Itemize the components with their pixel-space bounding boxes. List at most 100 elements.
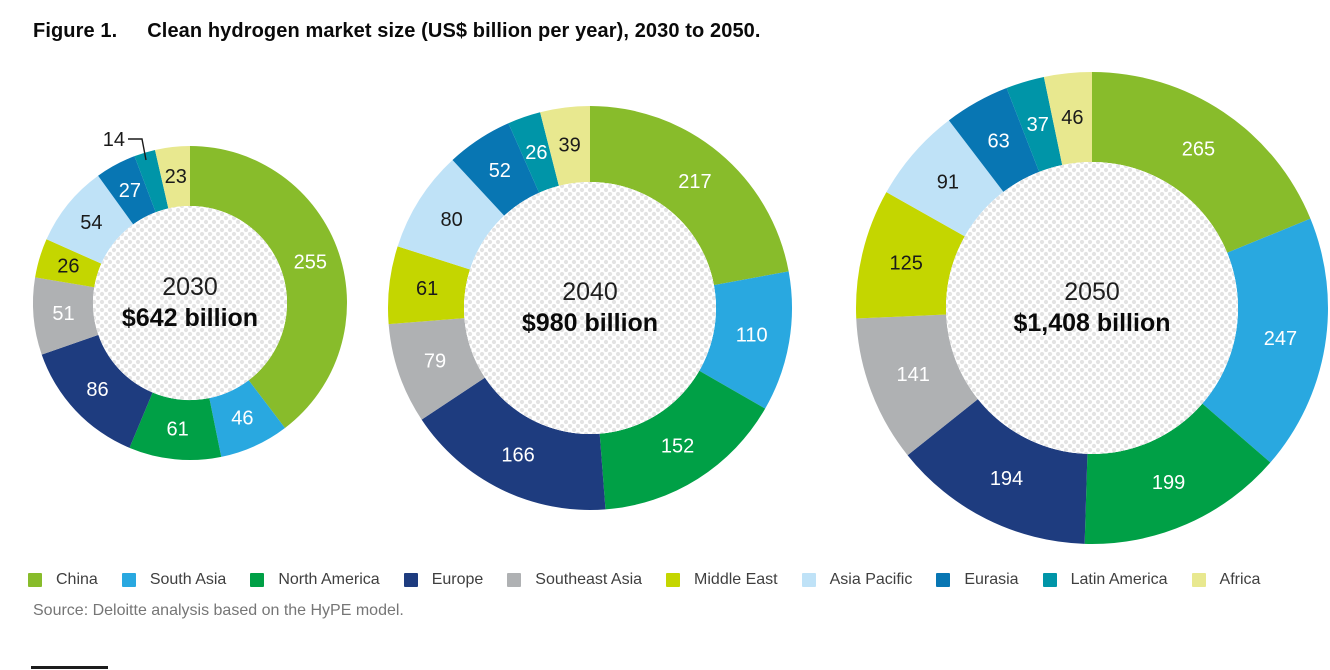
slice-value-label-outside-latin-america: 14 xyxy=(103,129,125,151)
legend-swatch-latin-america xyxy=(1042,573,1057,587)
slice-value-label-north-america: 61 xyxy=(166,418,188,440)
chart-legend: China South Asia North America Europe Southe… xyxy=(28,571,1260,589)
slice-value-label-eurasia: 63 xyxy=(987,130,1009,152)
donut-total-label-2050: $1,408 billion xyxy=(1013,309,1170,337)
donut-chart-2040: 217 110 152 166 79 61 80 52 26 39 2040 $980 billion xyxy=(388,106,792,510)
legend-label-europe: Europe xyxy=(431,571,484,588)
donut-2030-slice-china xyxy=(190,146,348,429)
slice-value-label-europe: 194 xyxy=(990,468,1023,490)
donut-2030-slice-europe xyxy=(41,334,153,448)
slice-value-label-latin-america: 26 xyxy=(525,142,547,164)
donut-2050-hole-texture xyxy=(946,162,1238,454)
legend-label-africa: Africa xyxy=(1219,571,1261,588)
donut-2050-slice-eurasia xyxy=(948,88,1040,192)
donut-2050-slice-north-america xyxy=(1084,403,1271,545)
slice-value-label-southeast-asia: 141 xyxy=(897,364,930,386)
donut-2030-hole-texture xyxy=(93,206,287,400)
donut-2050-slice-asia-pacific xyxy=(886,120,1004,237)
donut-total-label-2040: $980 billion xyxy=(522,309,658,337)
slice-value-label-eurasia: 52 xyxy=(489,160,511,182)
figure-title: Figure 1. Clean hydrogen market size (US$… xyxy=(33,20,761,43)
donut-year-label-2050: 2050 xyxy=(1064,278,1120,306)
donut-2040-slice-middle-east xyxy=(388,246,471,325)
legend-item-africa: Africa xyxy=(1191,571,1261,589)
figure-number: Figure 1. xyxy=(33,20,118,42)
slice-value-label-south-asia: 46 xyxy=(231,408,253,430)
donut-2040-hole-texture xyxy=(464,182,716,434)
legend-item-north-america: North America xyxy=(250,571,380,589)
donut-2040-slice-southeast-asia xyxy=(388,318,485,420)
legend-item-middle-east: Middle East xyxy=(666,571,778,589)
legend-item-southeast-asia: Southeast Asia xyxy=(507,571,642,589)
legend-swatch-africa xyxy=(1191,573,1206,587)
legend-swatch-south-asia xyxy=(121,573,136,587)
slice-value-label-asia-pacific: 54 xyxy=(80,212,102,234)
legend-label-south-asia: South Asia xyxy=(149,571,227,588)
slice-value-label-latin-america: 37 xyxy=(1027,114,1049,136)
donut-2030-slice-latin-america xyxy=(134,149,169,213)
donut-2030-slice-africa xyxy=(155,146,190,209)
donut-2040-slice-asia-pacific xyxy=(397,160,505,270)
source-note: Source: Deloitte analysis based on the H… xyxy=(33,602,404,619)
slice-value-label-china: 255 xyxy=(294,251,327,273)
legend-label-latin-america: Latin America xyxy=(1070,571,1168,588)
slice-value-label-africa: 39 xyxy=(558,134,580,156)
donut-2040-slice-europe xyxy=(421,377,606,510)
legend-item-latin-america: Latin America xyxy=(1042,571,1168,589)
donut-2030-slice-eurasia xyxy=(98,156,156,225)
donut-2050-slice-middle-east xyxy=(856,192,965,319)
donut-2040-slice-africa xyxy=(540,106,590,186)
slice-value-label-middle-east: 26 xyxy=(57,256,79,278)
legend-swatch-eurasia xyxy=(936,573,951,587)
donut-2030-slice-southeast-asia xyxy=(32,277,99,355)
donut-2030-slice-north-america xyxy=(129,392,222,460)
legend-label-middle-east: Middle East xyxy=(694,571,778,588)
slice-value-label-south-asia: 247 xyxy=(1264,328,1297,350)
slice-value-label-southeast-asia: 79 xyxy=(424,351,446,373)
legend-swatch-southeast-asia xyxy=(507,573,522,587)
donut-2040-slice-eurasia xyxy=(452,123,540,216)
donut-chart-2050: 265 247 199 194 141 125 91 63 37 46 2050 $1,408 bil… xyxy=(856,72,1328,545)
legend-item-eurasia: Eurasia xyxy=(936,571,1019,589)
donut-2050-slice-africa xyxy=(1043,72,1092,166)
slice-value-label-middle-east: 125 xyxy=(890,253,923,275)
legend-label-asia-pacific: Asia Pacific xyxy=(829,571,913,588)
donut-year-label-2030: 2030 xyxy=(162,273,218,301)
legend-item-china: China xyxy=(28,571,98,589)
legend-swatch-middle-east xyxy=(666,573,681,587)
slice-value-label-africa: 46 xyxy=(1061,107,1083,129)
legend-item-asia-pacific: Asia Pacific xyxy=(801,571,913,589)
donut-2030-slice-middle-east xyxy=(35,239,102,288)
slice-value-label-china: 217 xyxy=(678,171,711,193)
donut-2040-slice-latin-america xyxy=(508,112,559,193)
leader-line-latin-america xyxy=(128,138,147,161)
slice-value-label-europe: 86 xyxy=(86,379,108,401)
donut-2050-slice-southeast-asia xyxy=(856,314,978,456)
legend-item-europe: Europe xyxy=(403,571,484,589)
donut-2040-slice-south-asia xyxy=(699,271,792,409)
donut-2050-slice-latin-america xyxy=(1006,76,1063,172)
donut-total-label-2030: $642 billion xyxy=(122,304,258,332)
donut-2030-slice-south-asia xyxy=(209,380,285,457)
slice-value-label-africa: 23 xyxy=(165,166,187,188)
legend-label-china: China xyxy=(56,571,98,588)
donut-2050-slice-china xyxy=(1092,72,1311,253)
legend-swatch-china xyxy=(28,573,42,587)
donut-2030-slice-asia-pacific xyxy=(46,175,134,264)
legend-swatch-europe xyxy=(403,573,418,587)
slice-value-label-southeast-asia: 51 xyxy=(52,303,74,325)
slice-value-label-asia-pacific: 80 xyxy=(440,209,462,231)
slice-value-label-europe: 166 xyxy=(501,444,534,466)
legend-label-eurasia: Eurasia xyxy=(964,571,1019,588)
donut-2040-slice-china xyxy=(590,106,789,286)
donut-2050-slice-europe xyxy=(907,399,1088,544)
legend-swatch-north-america xyxy=(250,573,265,587)
legend-swatch-asia-pacific xyxy=(801,573,816,587)
slice-value-label-middle-east: 61 xyxy=(416,278,438,300)
legend-label-north-america: North America xyxy=(278,571,380,588)
figure-title-text: Clean hydrogen market size (US$ billion … xyxy=(147,20,761,42)
slice-value-label-south-asia: 110 xyxy=(736,325,768,347)
